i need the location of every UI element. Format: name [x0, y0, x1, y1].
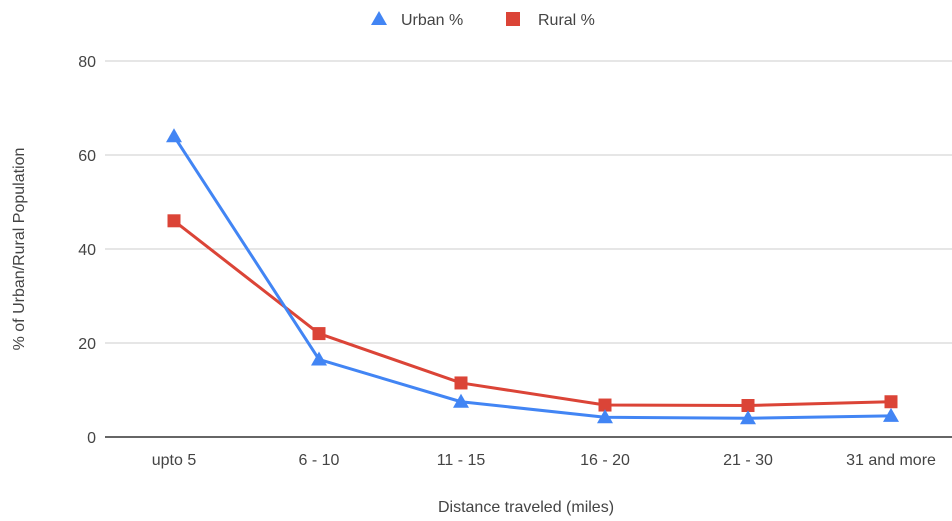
x-tick-label-6-10: 6 - 10	[299, 452, 340, 469]
legend-marker-urban	[371, 11, 387, 25]
legend-label-rural: Rural %	[538, 12, 595, 29]
legend-marker-rural	[506, 12, 520, 26]
x-tick-label-upto-5: upto 5	[152, 452, 197, 469]
x-tick-label-31-and-more: 31 and more	[846, 452, 936, 469]
x-axis-title: Distance traveled (miles)	[438, 499, 614, 516]
x-tick-label-16-20: 16 - 20	[580, 452, 630, 469]
data-point-rural-11-15	[455, 376, 468, 389]
data-point-urban-upto-5	[166, 128, 182, 142]
y-tick-label-20: 20	[78, 336, 96, 353]
data-point-rural-6-10	[313, 327, 326, 340]
legend: Urban % Rural %	[371, 11, 595, 29]
gridlines	[105, 61, 952, 437]
x-tick-label-11-15: 11 - 15	[437, 452, 486, 469]
y-tick-label-0: 0	[87, 430, 96, 447]
y-axis-title: % of Urban/Rural Population	[11, 148, 28, 351]
data-point-rural-21-30	[742, 399, 755, 412]
x-axis-ticks: upto 5 6 - 10 11 - 15 16 - 20 21 - 30 31 and …	[152, 452, 936, 469]
data-point-rural-upto-5	[168, 214, 181, 227]
legend-label-urban: Urban %	[401, 12, 463, 29]
y-tick-label-40: 40	[78, 242, 96, 259]
series-line-urban	[174, 136, 891, 418]
y-tick-label-80: 80	[78, 54, 96, 71]
data-point-rural-31-and-more	[885, 395, 898, 408]
series-layer	[166, 128, 899, 424]
y-axis-ticks: 0 20 40 60 80	[78, 54, 96, 447]
x-tick-label-21-30: 21 - 30	[723, 452, 773, 469]
y-tick-label-60: 60	[78, 148, 96, 165]
